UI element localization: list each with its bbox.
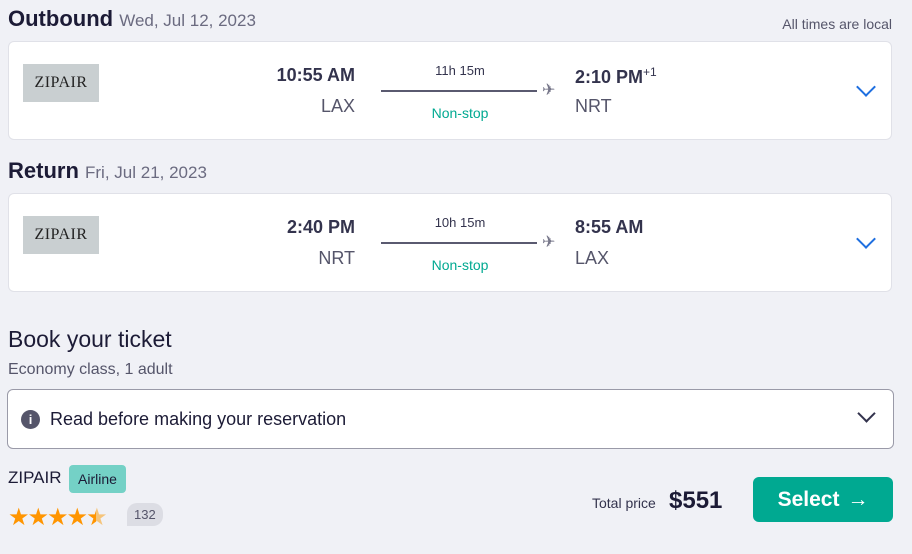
route-line xyxy=(381,242,537,244)
chevron-down-icon xyxy=(857,404,876,423)
info-icon: i xyxy=(21,410,40,429)
arrival-time: 8:55 AM xyxy=(575,217,644,237)
select-button[interactable]: Select → xyxy=(753,477,893,522)
airline-logo: ZIPAIR xyxy=(23,64,99,102)
outbound-heading: Outbound Wed, Jul 12, 2023 xyxy=(8,6,256,32)
airline-logo: ZIPAIR xyxy=(23,216,99,254)
return-date: Fri, Jul 21, 2023 xyxy=(85,163,207,182)
chevron-down-icon[interactable] xyxy=(856,77,876,97)
plane-icon: ✈ xyxy=(542,234,556,251)
book-title: Book your ticket xyxy=(8,326,172,352)
departure-airport: NRT xyxy=(318,248,355,268)
stops: Non-stop xyxy=(431,257,489,273)
departure-time: 2:40 PM xyxy=(286,217,355,237)
rating-stars: ★★★★★ xyxy=(8,504,108,531)
reservation-notice[interactable]: i Read before making your reservation xyxy=(7,389,894,449)
book-subtitle: Economy class, 1 adult xyxy=(8,361,173,378)
provider-name: ZIPAIR xyxy=(8,468,62,487)
total-price: $551 xyxy=(669,487,723,514)
times-note: All times are local xyxy=(782,16,892,32)
day-offset: +1 xyxy=(643,65,657,79)
duration: 10h 15m xyxy=(434,215,486,230)
departure-airport: LAX xyxy=(320,96,355,116)
outbound-title: Outbound xyxy=(8,6,114,31)
return-heading: Return Fri, Jul 21, 2023 xyxy=(8,158,207,184)
arrow-right-icon: → xyxy=(847,487,869,511)
outbound-date: Wed, Jul 12, 2023 xyxy=(119,11,256,30)
route-line xyxy=(381,90,537,92)
stops: Non-stop xyxy=(431,105,489,121)
provider-badge: Airline xyxy=(69,465,126,493)
departure-time: 10:55 AM xyxy=(276,65,355,85)
return-title: Return xyxy=(8,158,79,183)
outbound-flight-card[interactable]: ZIPAIR 10:55 AM LAX 11h 15m ✈ Non-stop 2… xyxy=(8,41,892,140)
chevron-down-icon[interactable] xyxy=(856,229,876,249)
return-flight-card[interactable]: ZIPAIR 2:40 PM NRT 10h 15m ✈ Non-stop 8:… xyxy=(8,193,892,292)
arrival-time: 2:10 PM+1 xyxy=(575,65,657,87)
review-count[interactable]: 132 xyxy=(127,503,163,526)
arrival-airport: LAX xyxy=(575,248,610,268)
plane-icon: ✈ xyxy=(542,82,556,99)
notice-text: Read before making your reservation xyxy=(50,409,347,429)
duration: 11h 15m xyxy=(435,63,485,78)
total-label: Total price xyxy=(592,495,656,511)
arrival-airport: NRT xyxy=(575,96,612,116)
